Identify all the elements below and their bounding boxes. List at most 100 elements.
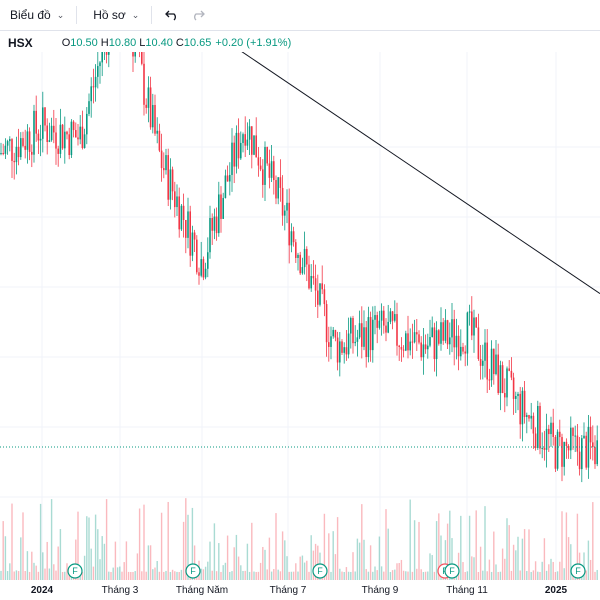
volume-bar [6, 571, 9, 580]
legend-close-value: 10.65 [183, 37, 212, 49]
candle-body [422, 344, 425, 358]
candle-body [20, 138, 22, 158]
event-marker: F [570, 563, 586, 579]
profile-menu-button[interactable]: Hồ sơ ⌄ [87, 3, 145, 27]
volume-bar [26, 551, 29, 580]
price-chart[interactable]: FFFFFF [0, 52, 600, 580]
volume-bar [420, 569, 422, 580]
volume-bar [460, 515, 462, 580]
volume-bar [123, 562, 125, 580]
volume-bar [446, 523, 449, 580]
volume-bar [585, 570, 587, 580]
volume-bar [273, 569, 275, 580]
chart-menu-button[interactable]: Biểu đồ ⌄ [4, 3, 70, 27]
volume-bar [407, 571, 409, 580]
volume-bar [143, 504, 145, 580]
volume-bar [486, 571, 488, 580]
candle-body [383, 310, 385, 326]
volume-bar [105, 499, 108, 580]
volume-bar [464, 571, 466, 580]
event-marker-circle [570, 563, 586, 579]
volume-bar [290, 571, 293, 580]
volume-bar [119, 566, 121, 580]
volume-bar [539, 571, 541, 580]
candle-body [237, 132, 240, 159]
candle-body [202, 259, 205, 278]
volume-bar [356, 538, 359, 580]
volume-bar [369, 545, 372, 580]
candle-body [398, 345, 400, 347]
candle-body [405, 333, 407, 351]
volume-bar [501, 548, 504, 580]
volume-bar [328, 533, 330, 580]
volume-bar [202, 569, 205, 580]
candle-body [325, 304, 328, 343]
volume-bar [385, 509, 387, 580]
candle-body [380, 310, 383, 321]
candle-body [22, 138, 24, 146]
volume-bar [165, 570, 167, 580]
candle-body [376, 315, 378, 328]
volume-bar [295, 563, 297, 580]
volume-bar [354, 571, 356, 580]
volume-bar [589, 559, 592, 580]
candle-body [90, 86, 92, 102]
top-toolbar: Biểu đồ ⌄ Hồ sơ ⌄ [0, 0, 600, 31]
volume-bar [449, 510, 451, 580]
candle-body [420, 342, 422, 358]
candle-body [330, 336, 332, 347]
volume-bar [541, 561, 543, 580]
candle-body [224, 175, 227, 198]
candle-body [532, 415, 535, 434]
volume-bar [48, 568, 51, 580]
volume-bar [193, 545, 196, 580]
volume-bar [297, 571, 299, 580]
volume-bar [473, 557, 475, 580]
candle-body [187, 211, 189, 238]
candle-body [92, 86, 95, 88]
volume-bar [57, 546, 59, 580]
volume-bar [174, 571, 176, 580]
x-tick-label: Tháng 11 [446, 585, 488, 596]
candle-body [72, 121, 75, 131]
candle-body [207, 252, 209, 269]
volume-bar [317, 545, 319, 580]
volume-bar [176, 571, 178, 580]
candle-body [475, 317, 477, 328]
candle-body [248, 126, 251, 140]
candle-body [548, 428, 550, 435]
volume-bar [28, 571, 31, 580]
volume-bar [83, 555, 86, 580]
candle-body [308, 264, 310, 289]
volume-bar [292, 571, 295, 580]
redo-button[interactable] [186, 3, 210, 27]
legend-high-value: 10.80 [108, 37, 137, 49]
candle-body [147, 87, 150, 108]
candle-body [455, 335, 458, 348]
volume-bar [277, 569, 279, 580]
candle-body [246, 139, 249, 146]
candle-body [361, 323, 363, 347]
volume-bar [222, 565, 224, 580]
volume-bar [526, 570, 528, 580]
volume-bar [411, 571, 414, 580]
volume-bar [543, 538, 546, 580]
candle-body [290, 231, 293, 246]
candle-body [57, 148, 59, 154]
candle-body [198, 272, 200, 276]
candle-body [314, 278, 317, 291]
volume-bar [493, 531, 495, 580]
candle-body [264, 146, 266, 185]
candle-body [204, 268, 207, 278]
volume-bar [521, 538, 524, 580]
trendline[interactable] [115, 52, 600, 295]
candle-body [42, 107, 44, 139]
x-tick-label: Tháng 7 [269, 585, 307, 596]
undo-button[interactable] [160, 3, 184, 27]
volume-bar [378, 536, 381, 580]
candle-body [44, 107, 46, 126]
volume-bar [429, 553, 431, 580]
candle-body [235, 132, 238, 167]
candle-body [541, 447, 543, 449]
volume-bar [11, 503, 13, 580]
